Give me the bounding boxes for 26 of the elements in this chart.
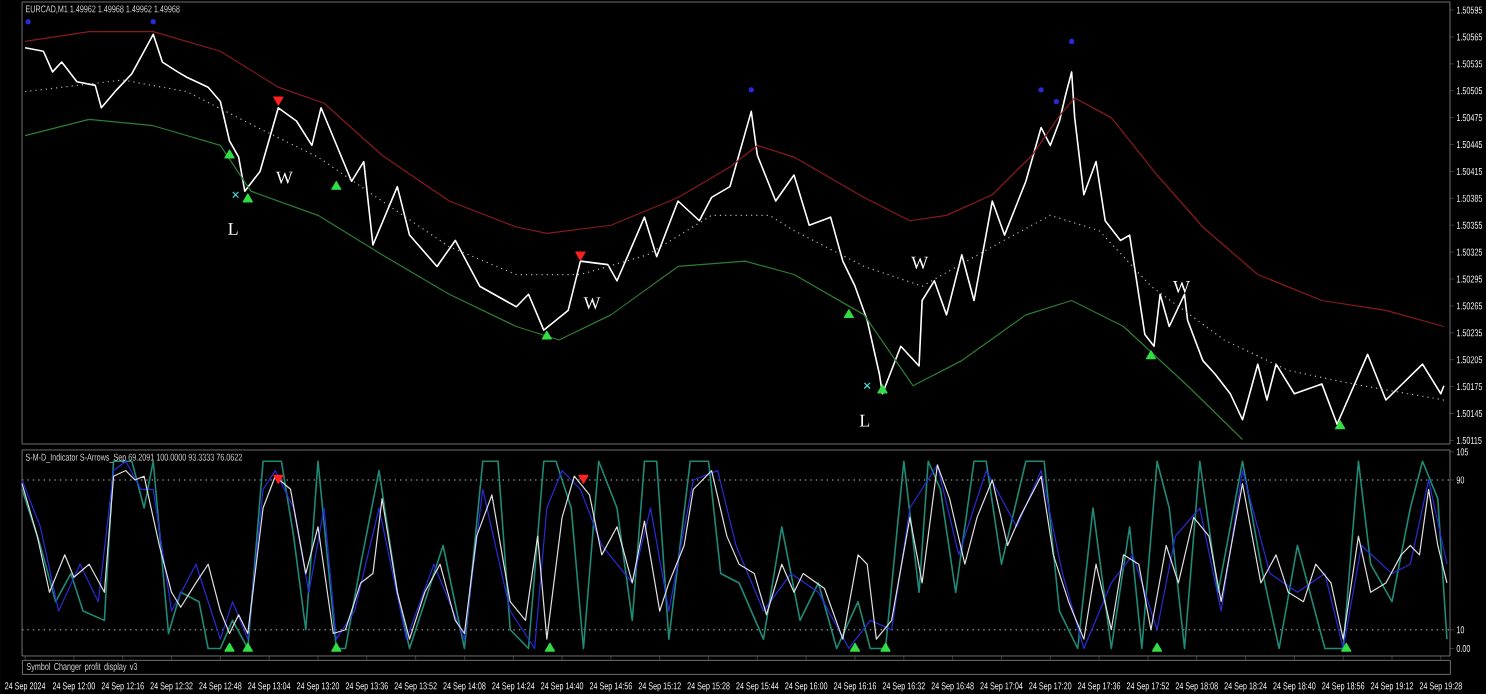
annotation: L: [228, 222, 238, 235]
point: [1335, 420, 1346, 430]
annotation: L: [859, 414, 870, 427]
point: [25, 19, 31, 25]
point: [863, 382, 871, 390]
annotation: W: [275, 171, 293, 184]
point: [232, 191, 240, 199]
point: [748, 87, 754, 93]
point: [1053, 98, 1059, 105]
point: [843, 309, 854, 319]
point: [224, 149, 235, 159]
point: [1038, 87, 1044, 93]
point: [242, 193, 253, 203]
annotation: W: [1173, 281, 1190, 294]
point: [273, 96, 284, 106]
annotation: W: [583, 297, 601, 310]
point: [575, 251, 586, 261]
line-series: [24, 30, 1445, 328]
line-series: [24, 79, 1445, 401]
point: [331, 180, 342, 190]
line-series: [24, 118, 1244, 441]
point: [541, 330, 552, 340]
point: [877, 384, 888, 394]
point: [150, 19, 156, 25]
point: [1145, 350, 1157, 360]
annotation: W: [911, 256, 929, 269]
